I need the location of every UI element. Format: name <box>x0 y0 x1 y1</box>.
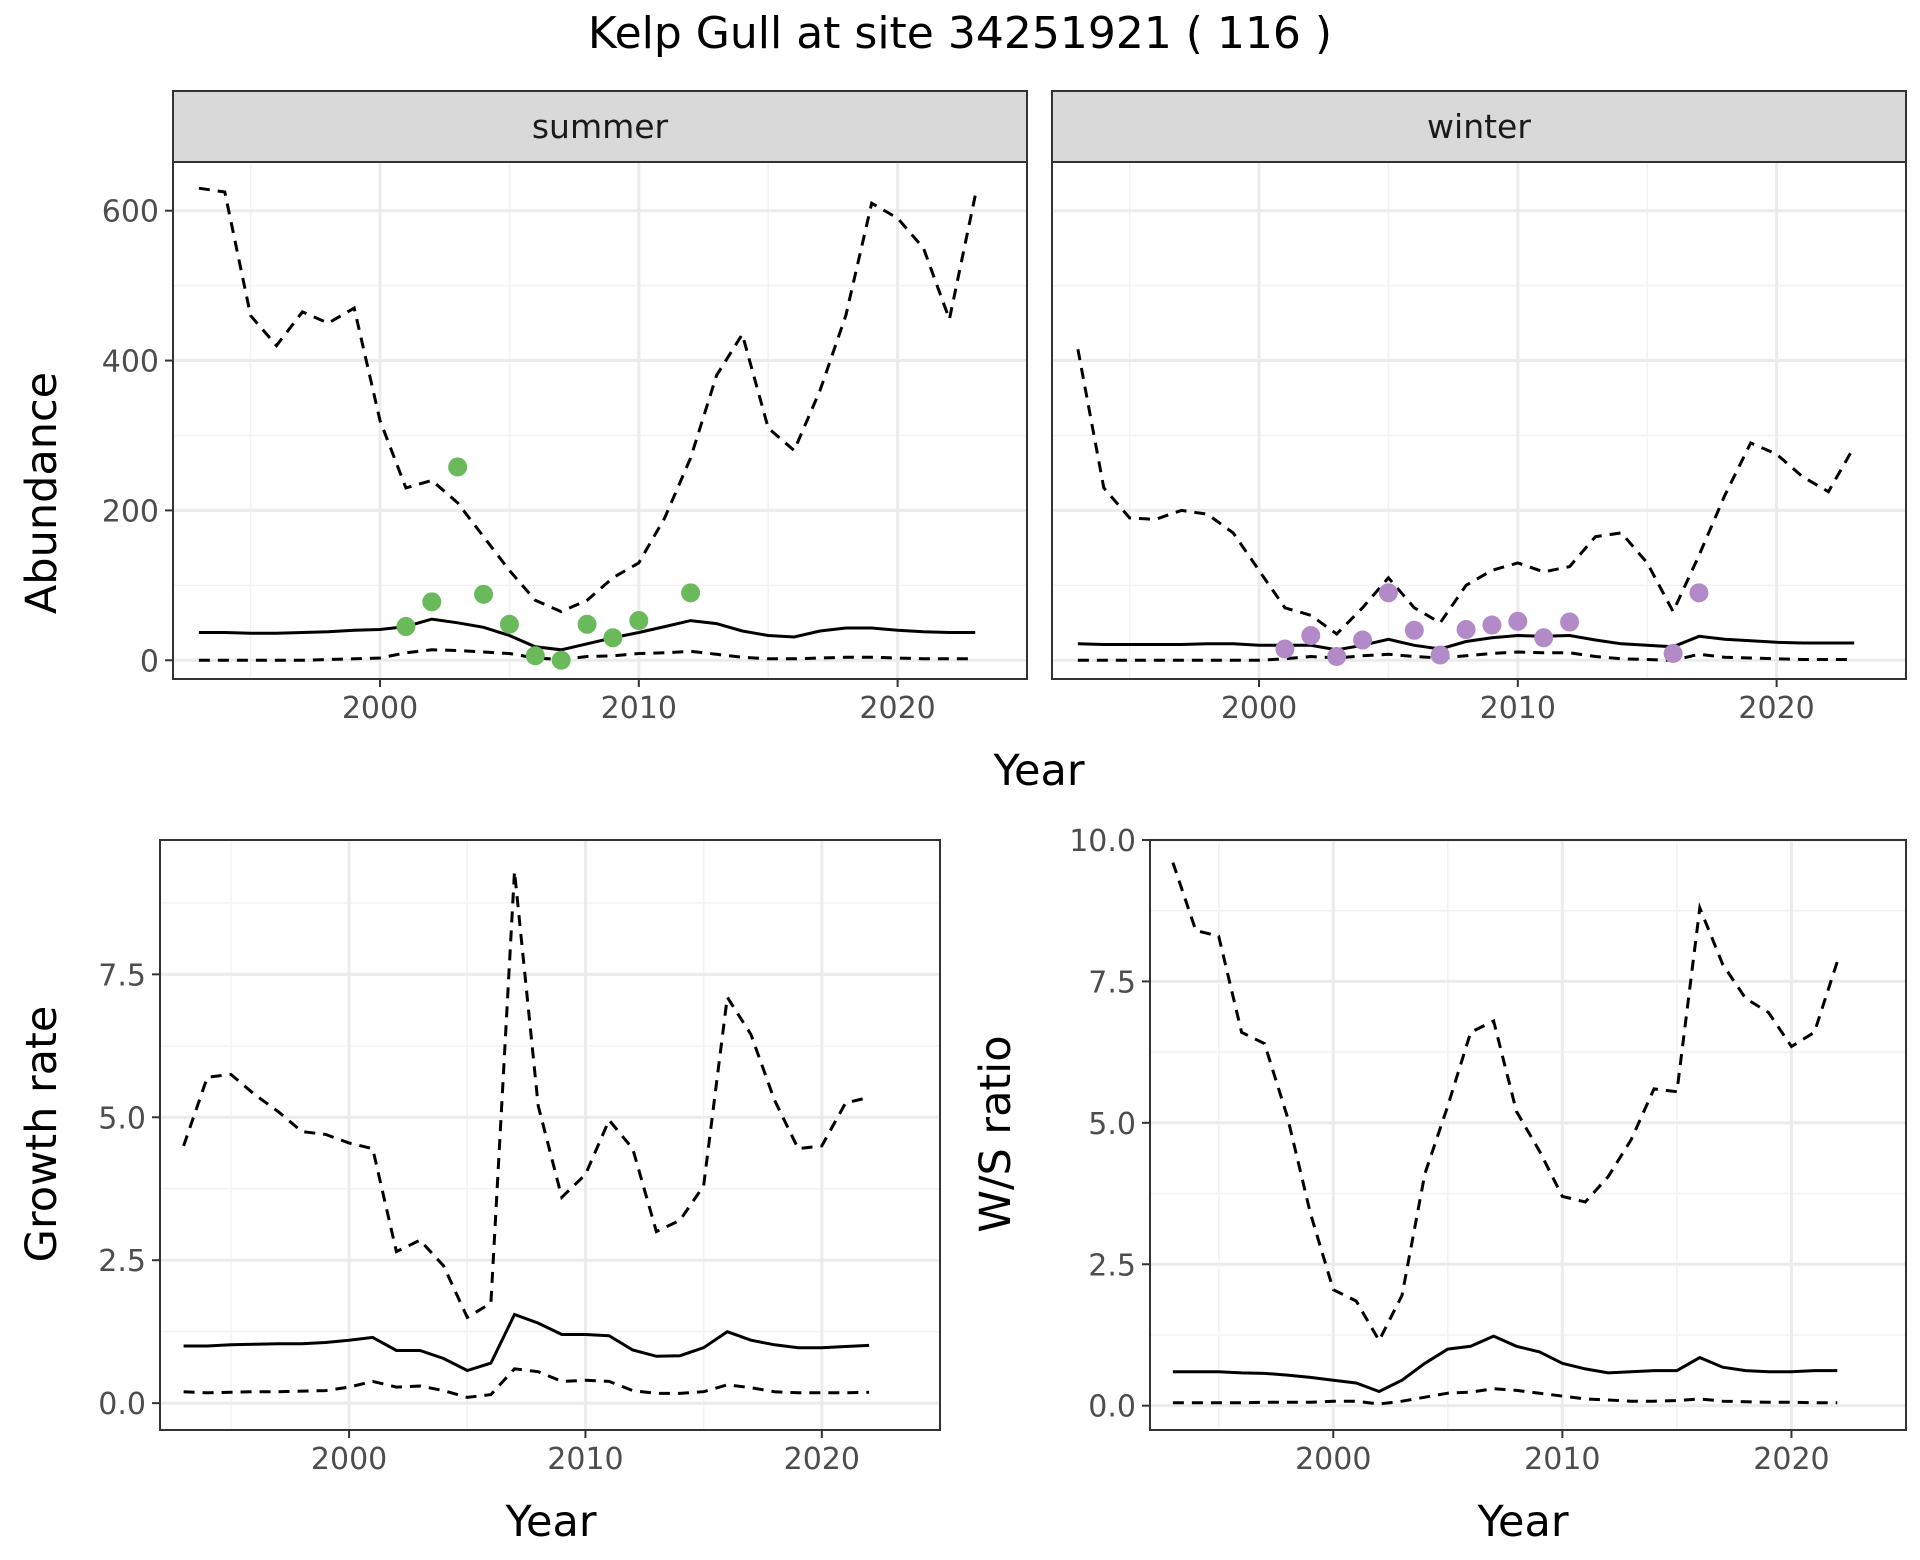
plot-area-summer: 2000 2010 2020 0 200 400 600 <box>102 161 1028 726</box>
summer-y-tick-label: 400 <box>102 345 159 380</box>
ratio-panel-border <box>1149 839 1907 1431</box>
winter-x-tick-label: 2000 <box>1221 691 1297 726</box>
summer-observed-point <box>396 617 416 637</box>
summer-x-tick-label: 2010 <box>601 691 677 726</box>
ratio-upper-line <box>1171 862 1839 1344</box>
ratio-y-tick-label: 10.0 <box>1069 824 1136 859</box>
abundance-y-axis-title: Abundance <box>17 372 67 614</box>
plot-area-winter: 2000 2010 2020 <box>1051 161 1907 726</box>
winter-observed-point <box>1378 583 1398 603</box>
winter-observed-point <box>1301 626 1321 646</box>
figure-title: Kelp Gull at site 34251921 ( 116 ) <box>588 8 1332 59</box>
ratio-x-axis-title: Year <box>1476 1497 1568 1547</box>
growth-x-tick-label: 2020 <box>784 1442 860 1477</box>
facet-winter: winter 2000 2010 2020 <box>1051 90 1907 726</box>
ratio-y-tick-label: 5.0 <box>1088 1107 1136 1142</box>
summer-x-tick-label: 2000 <box>342 691 418 726</box>
abundance-x-axis-title: Year <box>992 746 1084 796</box>
winter-plot-background <box>1052 162 1906 679</box>
growth-y-axis-title: Growth rate <box>17 1006 67 1263</box>
winter-observed-point <box>1689 583 1709 603</box>
growth-lower-line <box>183 1367 870 1399</box>
ratio-lower-line <box>1172 1387 1838 1406</box>
winter-observed-point <box>1508 611 1528 631</box>
winter-x-tick-label: 2020 <box>1738 691 1814 726</box>
facet-label-winter: winter <box>1427 107 1531 146</box>
growth-x-tick-label: 2000 <box>311 1442 387 1477</box>
winter-observed-point <box>1482 615 1502 635</box>
growth-estimate-line <box>183 1312 870 1373</box>
winter-observed-point <box>1404 620 1424 640</box>
summer-observed-point <box>448 457 468 477</box>
winter-observed-point <box>1327 647 1347 667</box>
facet-strip-summer <box>172 90 1028 163</box>
growth-y-tick-label: 5.0 <box>98 1101 146 1136</box>
ratio-y-tick-label: 7.5 <box>1088 965 1136 1000</box>
growth-x-tick-label: 2010 <box>547 1442 623 1477</box>
winter-observed-point <box>1275 639 1295 659</box>
summer-observed-point <box>525 646 545 666</box>
ratio-plot-background <box>1150 840 1906 1430</box>
winter-lower-line <box>1077 650 1855 662</box>
summer-plot-background <box>173 162 1027 679</box>
summer-observed-point <box>551 650 571 670</box>
winter-observed-point <box>1534 628 1554 648</box>
ratio-x-tick-label: 2020 <box>1753 1442 1829 1477</box>
ratio-y-axis-title: W/S ratio <box>971 1035 1021 1232</box>
summer-observed-point <box>499 614 519 634</box>
plot-area-ratio: 2000 2010 2020 0.0 2.5 5.0 7.5 10.0 <box>1069 824 1907 1477</box>
abundance-panel: summer 2000 2010 2020 0 200 400 600 winter 200… <box>17 90 1907 796</box>
summer-y-tick-label: 600 <box>102 195 159 230</box>
facet-label-summer: summer <box>532 107 669 146</box>
summer-y-tick-label: 0 <box>140 644 159 679</box>
winter-observed-point <box>1456 620 1476 640</box>
summer-x-tick-label: 2020 <box>859 691 935 726</box>
summer-observed-point <box>681 583 701 603</box>
summer-observed-point <box>603 628 623 648</box>
growth-y-tick-label: 7.5 <box>98 958 146 993</box>
summer-observed-point <box>577 614 597 634</box>
summer-observed-point <box>422 592 442 612</box>
summer-y-tick-label: 200 <box>102 494 159 529</box>
ratio-y-tick-label: 2.5 <box>1088 1248 1136 1283</box>
plot-area-growth: 2000 2010 2020 0.0 2.5 5.0 7.5 <box>98 839 941 1477</box>
summer-observed-point <box>629 611 649 631</box>
winter-panel-border <box>1051 161 1907 680</box>
ratio-y-tick-label: 0.0 <box>1088 1390 1136 1425</box>
facet-summer: summer 2000 2010 2020 0 200 400 600 <box>102 90 1028 726</box>
growth-panel: 2000 2010 2020 0.0 2.5 5.0 7.5 Year Growth rat… <box>17 839 941 1547</box>
summer-upper-line <box>198 186 977 614</box>
winter-observed-point <box>1560 612 1580 632</box>
growth-y-tick-label: 2.5 <box>98 1244 146 1279</box>
ratio-x-tick-label: 2010 <box>1524 1442 1600 1477</box>
ratio-x-tick-label: 2000 <box>1295 1442 1371 1477</box>
summer-estimate-line <box>198 617 976 652</box>
facet-strip-winter <box>1051 90 1907 163</box>
winter-x-tick-label: 2010 <box>1480 691 1556 726</box>
growth-x-axis-title: Year <box>504 1497 596 1547</box>
summer-observed-point <box>474 584 494 604</box>
winter-observed-point <box>1430 645 1450 665</box>
summer-panel-border <box>172 161 1028 680</box>
winter-estimate-line <box>1077 633 1855 652</box>
growth-y-tick-label: 0.0 <box>98 1387 146 1422</box>
winter-observed-point <box>1663 644 1683 664</box>
summer-lower-line <box>198 648 976 662</box>
ratio-panel: 2000 2010 2020 0.0 2.5 5.0 7.5 10.0 Year W/S ra… <box>971 824 1907 1547</box>
winter-observed-point <box>1353 630 1373 650</box>
growth-panel-border <box>159 839 941 1431</box>
winter-upper-line <box>1076 349 1856 636</box>
ratio-estimate-line <box>1172 1334 1838 1394</box>
